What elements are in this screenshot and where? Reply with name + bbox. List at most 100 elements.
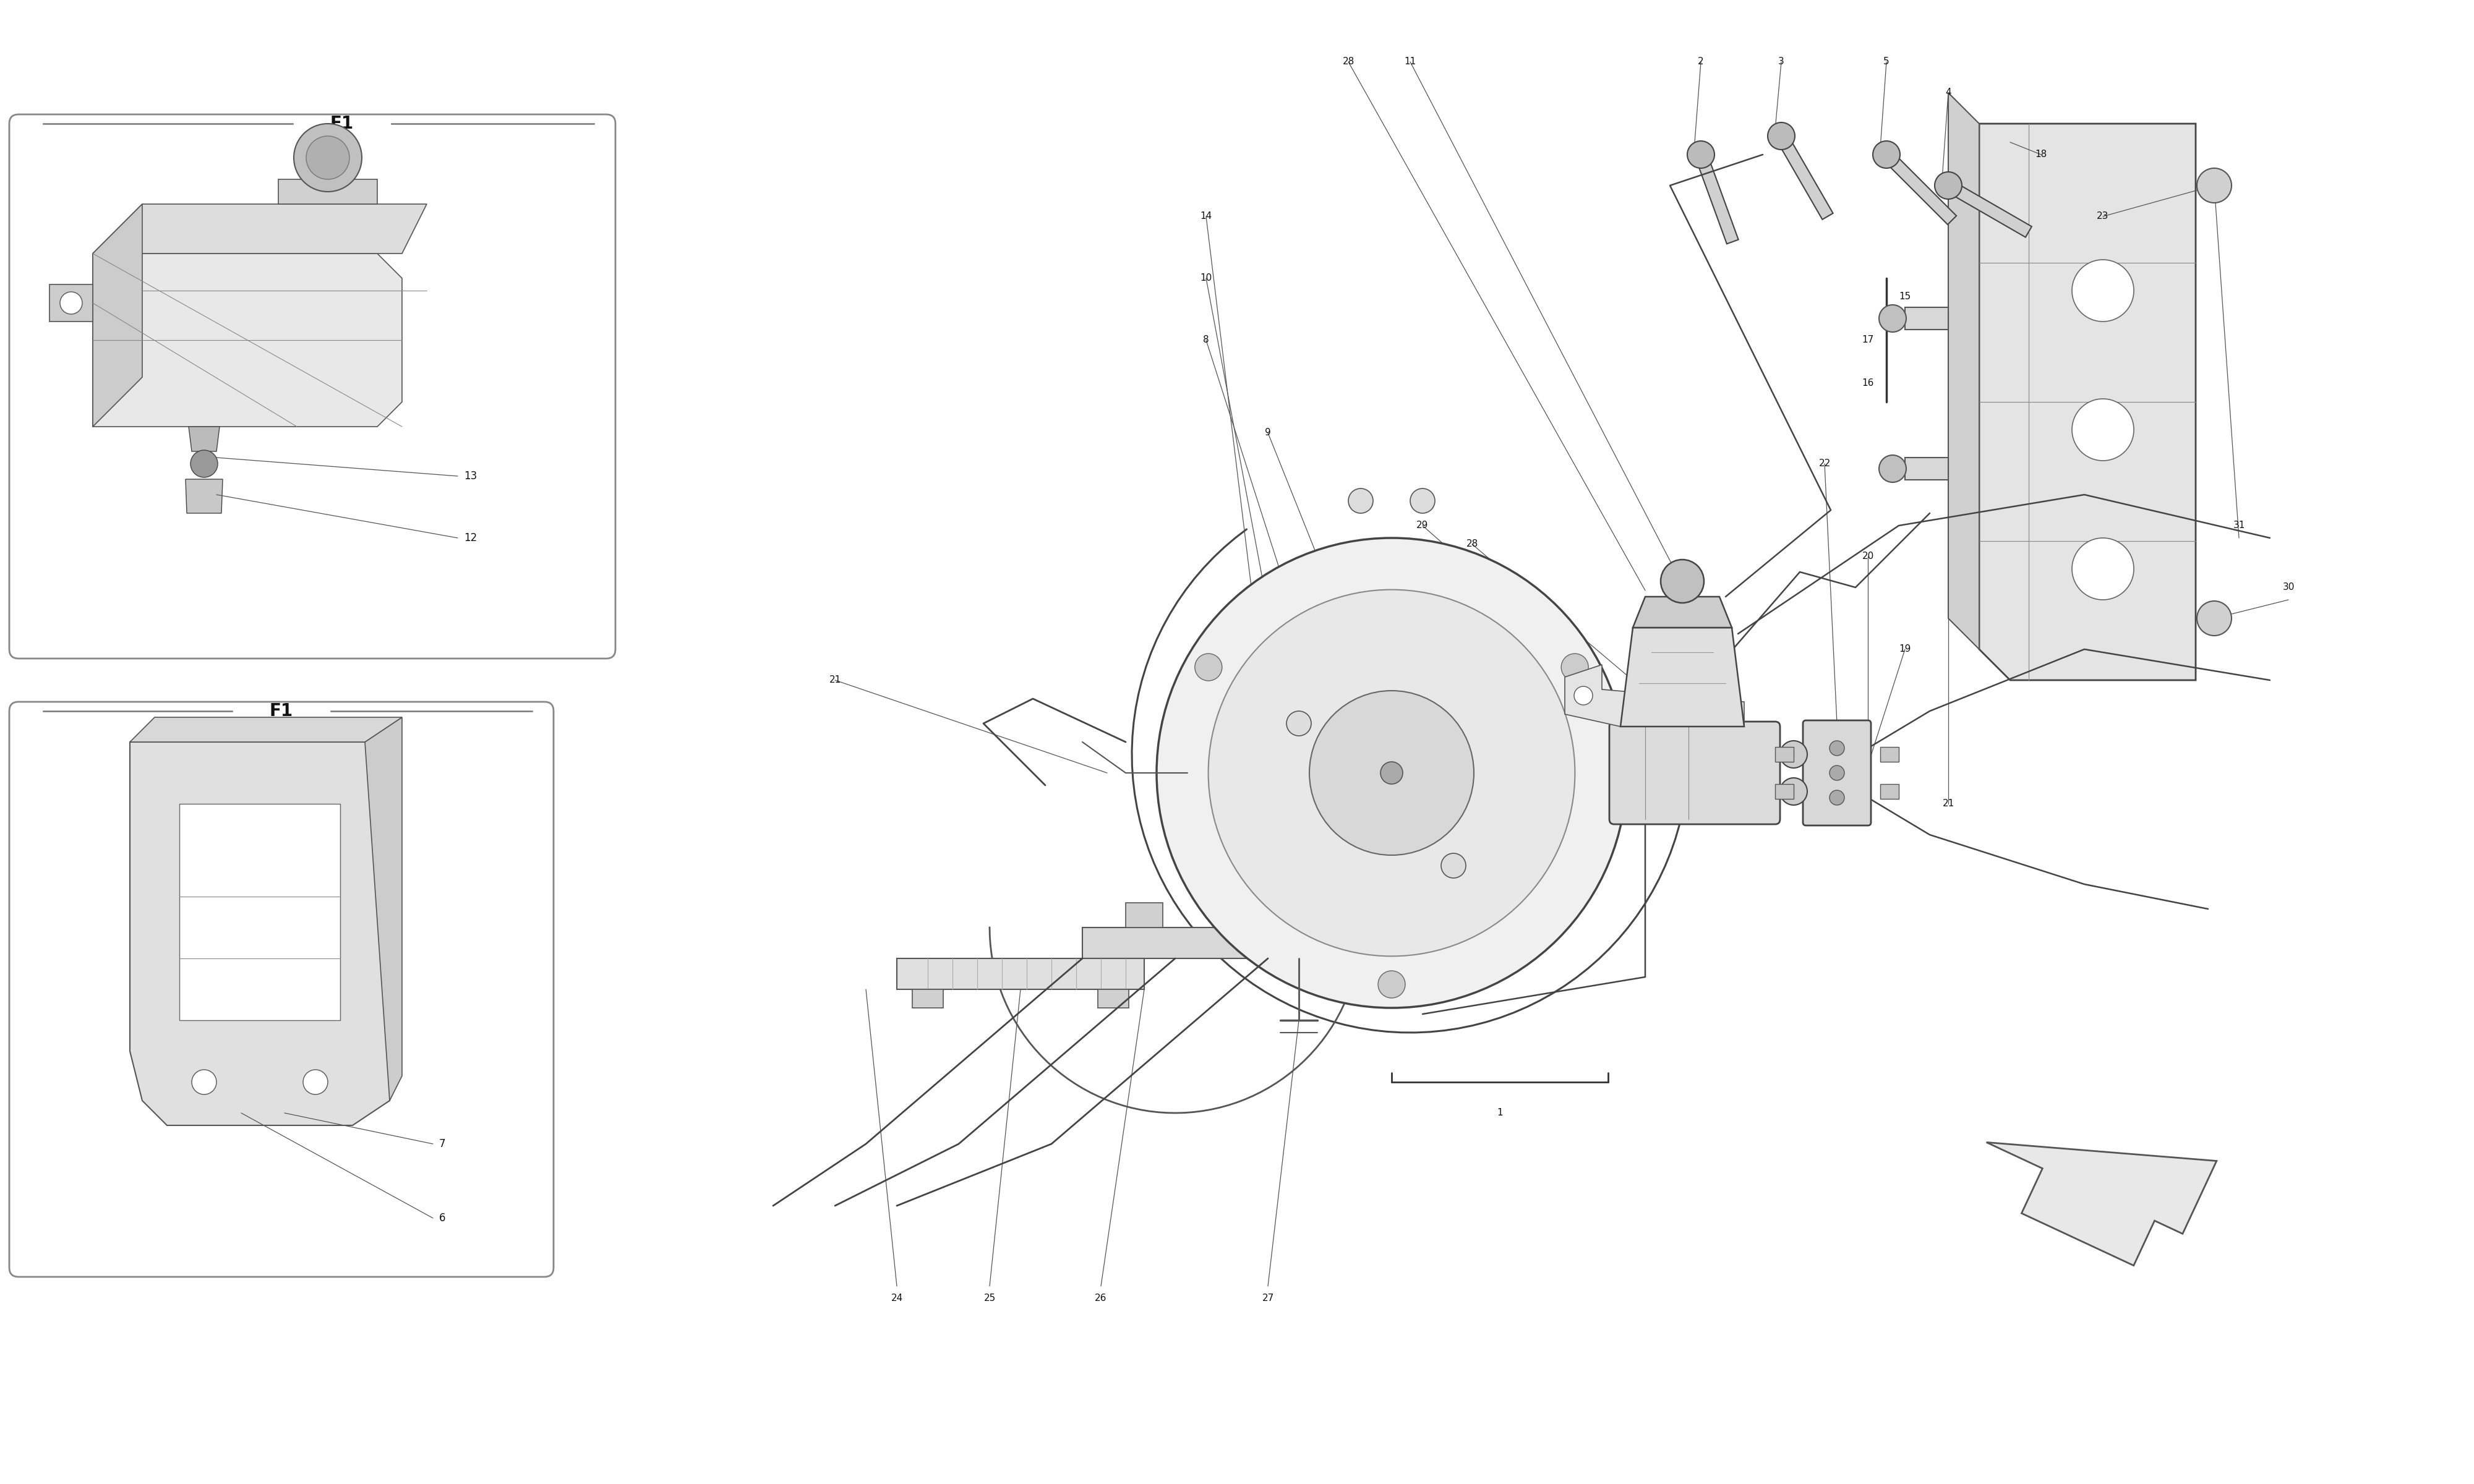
Polygon shape xyxy=(1905,307,1950,329)
Circle shape xyxy=(1831,789,1846,804)
Polygon shape xyxy=(1217,902,1257,927)
Circle shape xyxy=(1781,778,1808,804)
FancyBboxPatch shape xyxy=(10,702,554,1276)
Circle shape xyxy=(2197,168,2232,203)
Polygon shape xyxy=(129,717,401,742)
Polygon shape xyxy=(1987,1143,2217,1266)
Circle shape xyxy=(1873,141,1900,168)
Circle shape xyxy=(1766,122,1796,150)
Text: 1: 1 xyxy=(1497,1109,1502,1117)
Polygon shape xyxy=(129,742,391,1125)
Polygon shape xyxy=(1905,457,1950,479)
Polygon shape xyxy=(1695,153,1739,243)
Circle shape xyxy=(1195,653,1222,681)
Text: 21: 21 xyxy=(829,675,841,684)
Polygon shape xyxy=(1979,123,2197,680)
Text: 21: 21 xyxy=(1942,800,1954,809)
Text: 31: 31 xyxy=(2234,521,2244,530)
Polygon shape xyxy=(277,180,376,203)
Circle shape xyxy=(190,450,218,478)
Circle shape xyxy=(2197,601,2232,635)
Text: 5: 5 xyxy=(1883,58,1890,67)
Text: 4: 4 xyxy=(1945,88,1952,98)
Text: 28: 28 xyxy=(1467,540,1477,549)
Text: 18: 18 xyxy=(2036,150,2046,159)
Polygon shape xyxy=(1084,927,1514,959)
Polygon shape xyxy=(186,479,223,513)
Polygon shape xyxy=(94,203,428,254)
Polygon shape xyxy=(1098,990,1128,1008)
Polygon shape xyxy=(1776,746,1794,761)
Circle shape xyxy=(302,1070,327,1095)
Polygon shape xyxy=(49,285,94,322)
Circle shape xyxy=(2073,399,2133,460)
Circle shape xyxy=(307,137,349,180)
Text: 8: 8 xyxy=(1202,335,1210,344)
FancyBboxPatch shape xyxy=(10,114,616,659)
Text: F1: F1 xyxy=(329,114,354,132)
Polygon shape xyxy=(1945,180,2031,237)
Polygon shape xyxy=(1880,746,1900,761)
Polygon shape xyxy=(1950,92,1979,650)
Text: 22: 22 xyxy=(1818,459,1831,469)
Circle shape xyxy=(59,292,82,315)
Polygon shape xyxy=(1880,784,1900,798)
Text: 14: 14 xyxy=(1200,212,1212,221)
Polygon shape xyxy=(94,254,401,426)
Text: 26: 26 xyxy=(1096,1294,1106,1303)
Polygon shape xyxy=(178,804,341,1021)
Circle shape xyxy=(1410,488,1435,513)
Text: 23: 23 xyxy=(2098,212,2108,221)
Circle shape xyxy=(1660,559,1705,603)
Polygon shape xyxy=(1126,902,1163,927)
Text: 17: 17 xyxy=(1863,335,1873,344)
Polygon shape xyxy=(188,426,220,451)
Circle shape xyxy=(1880,456,1905,482)
Polygon shape xyxy=(1311,902,1348,927)
Text: 12: 12 xyxy=(465,533,477,543)
Circle shape xyxy=(1348,488,1373,513)
Text: 2: 2 xyxy=(1697,58,1705,67)
Circle shape xyxy=(1380,761,1403,784)
Text: 16: 16 xyxy=(1863,378,1873,387)
Text: 19: 19 xyxy=(1900,644,1910,654)
Circle shape xyxy=(1561,653,1588,681)
Circle shape xyxy=(1880,304,1905,332)
Text: 10: 10 xyxy=(1200,273,1212,283)
FancyBboxPatch shape xyxy=(1804,720,1870,825)
Circle shape xyxy=(1573,686,1593,705)
Circle shape xyxy=(1687,141,1714,168)
Polygon shape xyxy=(366,717,401,1101)
Text: F1: F1 xyxy=(270,702,294,720)
Polygon shape xyxy=(1566,665,1744,727)
Text: 11: 11 xyxy=(1405,58,1415,67)
Circle shape xyxy=(1781,741,1808,769)
Text: 9: 9 xyxy=(1821,800,1828,809)
Polygon shape xyxy=(913,990,943,1008)
Text: 27: 27 xyxy=(1262,1294,1274,1303)
Circle shape xyxy=(1309,690,1475,855)
Circle shape xyxy=(1286,711,1311,736)
Circle shape xyxy=(1831,741,1846,755)
Text: 28: 28 xyxy=(1343,58,1353,67)
Circle shape xyxy=(1158,537,1628,1008)
Text: 25: 25 xyxy=(985,1294,995,1303)
Polygon shape xyxy=(1883,150,1957,224)
Polygon shape xyxy=(1620,628,1744,727)
Circle shape xyxy=(1207,589,1576,956)
Text: 3: 3 xyxy=(1779,58,1784,67)
Circle shape xyxy=(1378,971,1405,997)
Circle shape xyxy=(1935,172,1962,199)
Text: 30: 30 xyxy=(2284,583,2293,592)
Polygon shape xyxy=(94,203,141,426)
Text: 15: 15 xyxy=(1900,292,1910,301)
Polygon shape xyxy=(1776,134,1833,220)
Circle shape xyxy=(1831,766,1846,781)
Text: 7: 7 xyxy=(440,1138,445,1150)
Text: 9: 9 xyxy=(1264,429,1272,438)
Polygon shape xyxy=(1633,597,1732,628)
Polygon shape xyxy=(896,959,1143,990)
Text: 29: 29 xyxy=(1418,521,1427,530)
Polygon shape xyxy=(1776,784,1794,798)
Text: 20: 20 xyxy=(1863,552,1873,561)
